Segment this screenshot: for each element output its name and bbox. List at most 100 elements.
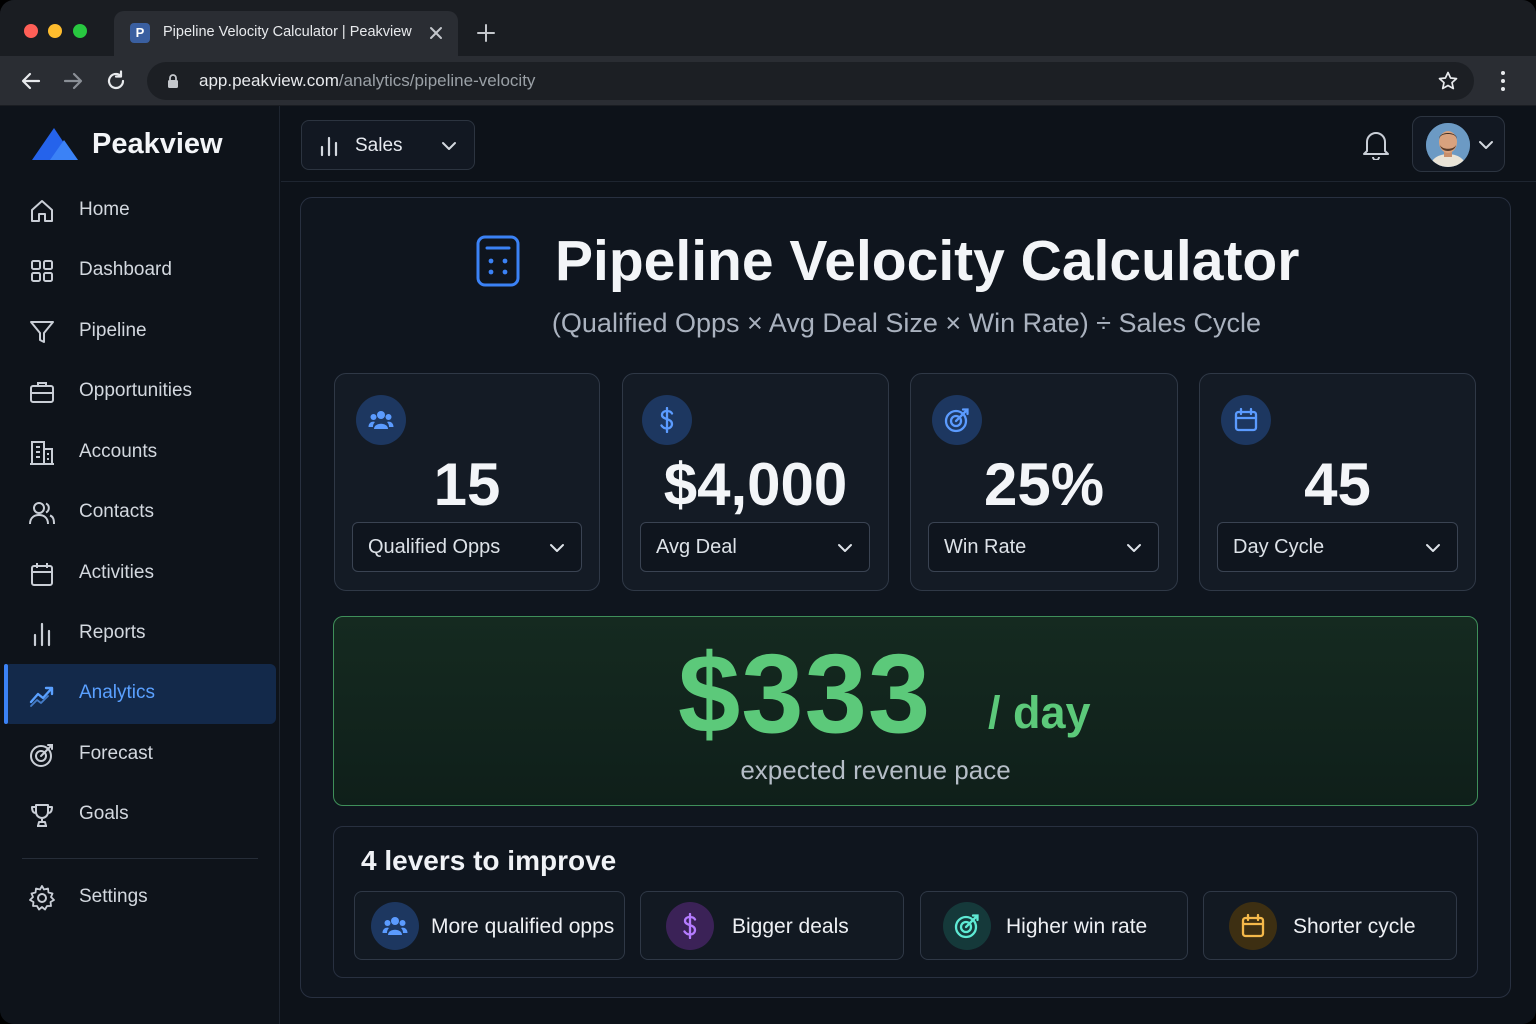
metric-icon-badge (356, 395, 406, 445)
minimize-window-button[interactable] (48, 24, 62, 38)
sidebar-item-label: Contacts (79, 501, 154, 522)
trend-icon (29, 686, 54, 707)
bar-chart-icon (33, 622, 51, 647)
sidebar-item-label: Reports (79, 622, 146, 643)
sidebar-item-reports[interactable]: Reports (4, 604, 276, 664)
sidebar-item-goals[interactable]: Goals (4, 785, 276, 845)
metric-card-win-rate: 25% Win Rate (910, 373, 1178, 591)
brand-name: Peakview (92, 128, 223, 160)
forward-icon[interactable] (61, 69, 85, 93)
building-icon (30, 441, 54, 465)
dollar-icon (660, 407, 674, 433)
metric-select-qualified-opps[interactable]: Qualified Opps (352, 522, 582, 572)
lever-more-qualified-opps[interactable]: More qualified opps (354, 891, 625, 960)
sidebar-item-label: Analytics (79, 682, 156, 703)
calendar-icon (1234, 407, 1258, 432)
sidebar-item-accounts[interactable]: Accounts (4, 423, 276, 483)
lever-shorter-cycle[interactable]: Shorter cycle (1203, 891, 1457, 960)
velocity-value: $333 (678, 631, 932, 756)
formula-text: (Qualified Opps × Avg Deal Size × Win Ra… (551, 308, 1262, 338)
target-icon (30, 744, 53, 767)
metric-icon-badge (642, 395, 692, 445)
sidebar-item-home[interactable]: Home (4, 181, 276, 241)
lever-label: Shorter cycle (1293, 915, 1416, 938)
favicon-icon: P (130, 23, 150, 43)
sidebar-item-analytics[interactable]: Analytics (4, 664, 276, 724)
target-icon (944, 408, 969, 433)
browser-toolbar: app.peakview.com/analytics/pipeline-velo… (0, 56, 1536, 106)
tab-title: Pipeline Velocity Calculator | Peakview (163, 24, 412, 40)
browser-menu-icon[interactable] (1492, 69, 1514, 93)
metric-value: $4,000 (663, 451, 848, 518)
home-icon (31, 200, 53, 222)
page-title: Pipeline Velocity Calculator (555, 229, 1300, 293)
browser-tab-bar: P Pipeline Velocity Calculator | Peakvie… (0, 0, 1536, 56)
chevron-down-icon (1479, 141, 1493, 149)
address-bar[interactable]: app.peakview.com/analytics/pipeline-velo… (147, 62, 1474, 100)
sidebar-item-label: Goals (79, 803, 129, 824)
close-tab-icon[interactable] (426, 23, 446, 43)
lock-icon (168, 74, 178, 88)
velocity-result-panel: $333 / day expected revenue pace (333, 616, 1478, 806)
lever-label: More qualified opps (431, 915, 615, 938)
sidebar-item-forecast[interactable]: Forecast (4, 725, 276, 785)
sidebar-item-pipeline[interactable]: Pipeline (4, 302, 276, 362)
calendar-icon (1241, 913, 1265, 938)
notifications-bell-icon[interactable] (1361, 128, 1391, 160)
lever-icon-badge (371, 902, 419, 950)
users-icon (368, 411, 394, 429)
sidebar-item-label: Dashboard (79, 259, 172, 280)
dollar-icon (683, 913, 697, 939)
chevron-down-icon (550, 544, 564, 552)
back-icon[interactable] (19, 69, 43, 93)
url-text: app.peakview.com/analytics/pipeline-velo… (199, 71, 536, 90)
chevron-down-icon (1127, 544, 1141, 552)
metric-value: 45 (1304, 451, 1371, 518)
sidebar: Peakview Home Dashboard Pipeline Opportu… (0, 106, 280, 1024)
sidebar-item-opportunities[interactable]: Opportunities (4, 362, 276, 422)
metric-select-avg-deal[interactable]: Avg Deal (640, 522, 870, 572)
sidebar-item-label: Home (79, 199, 130, 220)
velocity-caption: expected revenue pace (740, 755, 1011, 785)
reload-icon[interactable] (104, 69, 128, 93)
velocity-unit: / day (988, 687, 1091, 738)
chevron-down-icon (838, 544, 852, 552)
calendar-icon (31, 563, 53, 586)
browser-tab[interactable]: P Pipeline Velocity Calculator | Peakvie… (114, 11, 458, 56)
metric-select-day-cycle[interactable]: Day Cycle (1217, 522, 1458, 572)
sidebar-item-settings[interactable]: Settings (4, 868, 276, 928)
workspace-select[interactable]: Sales (301, 120, 475, 170)
metric-select-label: Win Rate (944, 536, 1027, 558)
users-icon (29, 502, 55, 525)
bookmark-star-icon[interactable] (1437, 70, 1459, 92)
sidebar-item-activities[interactable]: Activities (4, 544, 276, 604)
lever-label: Bigger deals (732, 915, 849, 938)
briefcase-icon (30, 382, 54, 403)
new-tab-icon[interactable] (475, 22, 497, 44)
bar-chart-icon (320, 136, 338, 157)
lever-icon-badge (943, 902, 991, 950)
lever-bigger-deals[interactable]: Bigger deals (640, 891, 904, 960)
app-topbar: Sales (281, 106, 1536, 182)
sidebar-item-contacts[interactable]: Contacts (4, 483, 276, 543)
lever-label: Higher win rate (1006, 915, 1148, 938)
metric-value: 25% (983, 451, 1105, 518)
sidebar-item-label: Accounts (79, 441, 158, 462)
lever-higher-win-rate[interactable]: Higher win rate (920, 891, 1188, 960)
user-menu-button[interactable] (1412, 116, 1505, 172)
gear-icon (29, 885, 55, 911)
sidebar-item-dashboard[interactable]: Dashboard (4, 241, 276, 301)
levers-panel: 4 levers to improve More qualified opps … (333, 826, 1478, 978)
grid-icon (31, 260, 53, 282)
workspace-label: Sales (355, 135, 403, 156)
metric-select-win-rate[interactable]: Win Rate (928, 522, 1159, 572)
sidebar-item-label: Activities (79, 562, 154, 583)
metric-value: 15 (433, 451, 501, 518)
sidebar-item-label: Opportunities (79, 380, 193, 401)
sidebar-item-label: Pipeline (79, 320, 147, 341)
close-window-button[interactable] (24, 24, 38, 38)
trophy-icon (31, 804, 53, 827)
maximize-window-button[interactable] (73, 24, 87, 38)
sidebar-divider (22, 858, 258, 859)
